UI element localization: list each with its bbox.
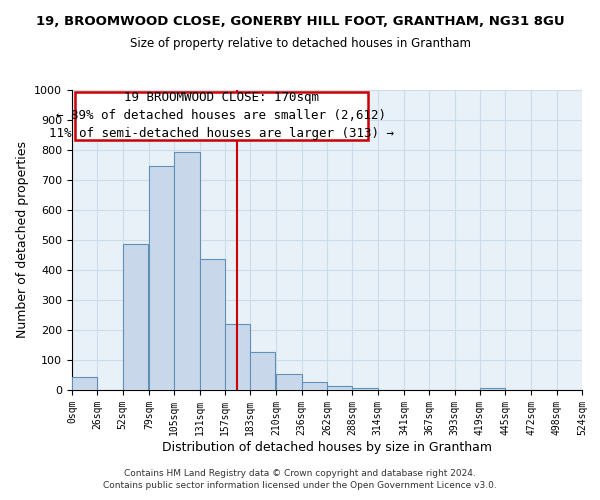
Text: Contains HM Land Registry data © Crown copyright and database right 2024.: Contains HM Land Registry data © Crown c… bbox=[124, 468, 476, 477]
Bar bbox=[225, 324, 250, 390]
Text: Size of property relative to detached houses in Grantham: Size of property relative to detached ho… bbox=[130, 38, 470, 51]
Bar bbox=[199, 258, 225, 390]
Y-axis label: Number of detached properties: Number of detached properties bbox=[16, 142, 29, 338]
X-axis label: Distribution of detached houses by size in Grantham: Distribution of detached houses by size … bbox=[162, 440, 492, 454]
Text: Contains public sector information licensed under the Open Government Licence v3: Contains public sector information licen… bbox=[103, 481, 497, 490]
Bar bbox=[327, 386, 352, 390]
Text: 19 BROOMWOOD CLOSE: 170sqm
← 89% of detached houses are smaller (2,612)
11% of s: 19 BROOMWOOD CLOSE: 170sqm ← 89% of deta… bbox=[49, 91, 394, 140]
Bar bbox=[174, 152, 200, 390]
Bar bbox=[72, 377, 97, 390]
Bar bbox=[149, 166, 174, 390]
Bar bbox=[352, 388, 377, 390]
Bar bbox=[250, 352, 275, 390]
Bar bbox=[302, 382, 327, 390]
Text: 19, BROOMWOOD CLOSE, GONERBY HILL FOOT, GRANTHAM, NG31 8GU: 19, BROOMWOOD CLOSE, GONERBY HILL FOOT, … bbox=[35, 15, 565, 28]
FancyBboxPatch shape bbox=[74, 92, 368, 140]
Bar bbox=[277, 374, 302, 390]
Bar bbox=[122, 244, 148, 390]
Bar bbox=[480, 388, 505, 390]
